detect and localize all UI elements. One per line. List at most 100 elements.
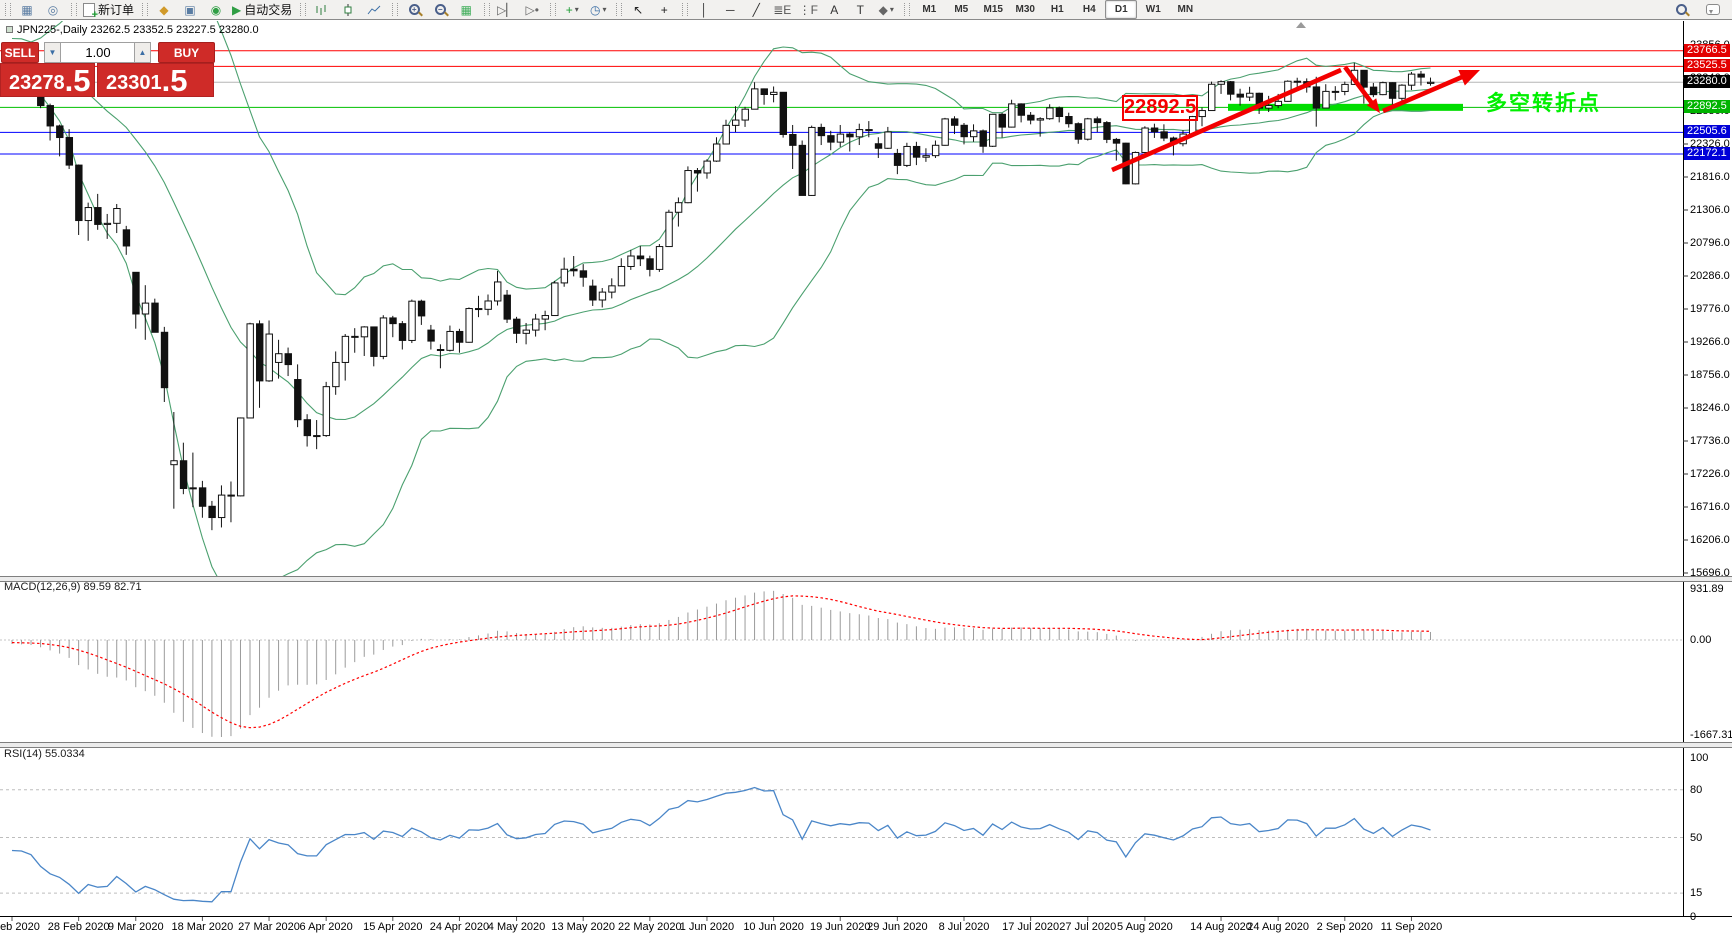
chat-bubble-icon	[1706, 4, 1720, 15]
toolbar-group-handle[interactable]	[904, 3, 911, 16]
toolbar-group-handle[interactable]	[142, 3, 149, 16]
volume-increase-button[interactable]: ▲	[134, 42, 151, 63]
zoom-out-button[interactable]: −	[427, 0, 453, 19]
candles-layer	[8, 62, 1435, 531]
date-label: 5 Aug 2020	[1117, 921, 1173, 933]
chart-bullet-icon	[6, 26, 13, 33]
new-order-doc-icon	[83, 2, 98, 21]
new-order-button[interactable]: 新订单	[80, 0, 137, 21]
autotrading-button[interactable]: ▶ 自动交易	[229, 0, 295, 19]
toolbar-group-handle[interactable]	[550, 3, 557, 16]
trend-arrow-3	[1382, 74, 1463, 114]
toolbar-group-handle[interactable]	[616, 3, 623, 16]
sell-price-tile[interactable]: 23278 .5	[0, 63, 95, 97]
chart-shift-button[interactable]: ▷▏	[493, 0, 519, 19]
buy-button[interactable]: BUY	[158, 42, 215, 63]
timeframe-m15-button[interactable]: M15	[983, 4, 1003, 15]
buy-price-main: 23301	[106, 72, 162, 94]
crosshair-button[interactable]: +	[651, 0, 677, 19]
chart-search-icon[interactable]: ◎	[40, 0, 66, 19]
main-chart-layer	[0, 21, 1683, 576]
line-chart-icon	[367, 5, 381, 14]
zoom-in-button[interactable]: +	[401, 0, 427, 19]
toolbar-group-handle[interactable]	[71, 3, 77, 16]
zoom-in-icon: +	[408, 4, 420, 15]
vertical-line-button[interactable]: │	[691, 0, 717, 19]
rsi-axis-0: 0	[1690, 911, 1697, 923]
sell-price-main: 23278	[9, 72, 65, 94]
shapes-button[interactable]: ◆ ▾	[873, 0, 899, 19]
shapes-icon: ◆	[878, 2, 888, 17]
timeframe-mn-button[interactable]: MN	[1177, 4, 1194, 15]
timeframe-w1-button[interactable]: W1	[1145, 4, 1161, 15]
turning-point-label[interactable]: 多空转折点	[1486, 92, 1601, 115]
trend-arrow-head-3	[1458, 70, 1480, 86]
toolbar-group-handle[interactable]	[682, 3, 689, 16]
timeframe-h1-button[interactable]: H1	[1050, 4, 1064, 15]
timeframe-h4-button[interactable]: H4	[1082, 4, 1096, 15]
buy-price-tile[interactable]: 23301 .5	[97, 63, 214, 97]
toolbar-group-handle[interactable]	[484, 3, 491, 16]
macd-panel-separator[interactable]	[0, 576, 1732, 582]
trend-arrow-2	[1343, 65, 1376, 108]
expert-advisor-icon[interactable]: ▣	[177, 0, 203, 19]
date-label: 19 Jun 2020	[809, 921, 871, 933]
gold-seal-icon[interactable]: ◆	[151, 0, 177, 19]
trend-arrow-1	[1111, 67, 1342, 173]
volume-input[interactable]: 1.00	[60, 42, 136, 63]
text-button[interactable]: A	[821, 0, 847, 19]
timeframe-m5-button[interactable]: M5	[954, 4, 969, 15]
toolbar-group-handle[interactable]	[300, 3, 307, 16]
macd-axis--1667.31: -1667.31	[1690, 729, 1732, 741]
search-button[interactable]	[1668, 0, 1694, 19]
rsi-name: RSI(14)	[4, 748, 42, 760]
sell-button[interactable]: SELL	[1, 42, 39, 63]
fibonacci-button[interactable]: ≣E	[769, 0, 795, 19]
vertical-line-icon: │	[700, 2, 709, 17]
scroll-marker	[1296, 22, 1306, 28]
price-tag-23525.5: 23525.5	[1684, 59, 1730, 73]
date-label: 11 Sep 2020	[1380, 921, 1443, 933]
toolbar-group-handle[interactable]	[5, 3, 11, 16]
tile-windows-icon: ▦	[460, 2, 472, 17]
chat-button[interactable]	[1700, 0, 1726, 19]
cursor-button[interactable]: ↖	[625, 0, 651, 19]
date-label: 27 Mar 2020	[238, 921, 300, 933]
period-button[interactable]: ◷ ▾	[585, 0, 611, 19]
rsi-panel-separator[interactable]	[0, 742, 1732, 748]
fibo-channel-button[interactable]: ⋮F	[795, 0, 821, 19]
macd-layer	[0, 590, 1683, 737]
candles-chart-button[interactable]	[335, 0, 361, 19]
price-tick-21306.0: 21306.0	[1690, 204, 1730, 216]
horizontal-line-button[interactable]: ─	[717, 0, 743, 19]
date-label: 24 Apr 2020	[429, 921, 490, 933]
crosshair-icon: +	[660, 2, 668, 17]
new-order-button-label: 新订单	[98, 3, 135, 17]
trendline-button[interactable]: ╱	[743, 0, 769, 19]
price-tag-23766.5: 23766.5	[1684, 43, 1730, 57]
rsi-indicator-label: RSI(14) 55.0334	[4, 748, 85, 760]
fibonacci-icon: ≣E	[773, 2, 792, 17]
expert-advisor-icon-icon: ▣	[184, 2, 196, 17]
auto-scroll-button[interactable]: ▷•	[519, 0, 545, 19]
line-chart-button[interactable]	[361, 0, 387, 19]
bars-chart-button[interactable]	[309, 0, 335, 19]
period-icon: ◷	[590, 2, 601, 17]
chart-window-icon[interactable]: ▦	[14, 0, 40, 19]
price-annotation-box[interactable]: 22892.5	[1122, 95, 1198, 121]
chevron-down-icon: ▾	[889, 5, 894, 14]
signals-icon[interactable]: ◉	[203, 0, 229, 19]
price-tick-20796.0: 20796.0	[1690, 237, 1730, 249]
timeframe-d1-button[interactable]: D1	[1105, 0, 1138, 19]
toolbar-group-handle[interactable]	[392, 3, 399, 16]
add-indicator-button[interactable]: + ▾	[559, 0, 585, 19]
date-label: 13 May 2020	[551, 921, 615, 933]
timeframe-m30-button[interactable]: M30	[1015, 4, 1035, 15]
volume-decrease-button[interactable]: ▼	[44, 42, 61, 63]
timeframe-m1-button[interactable]: M1	[922, 4, 937, 15]
price-tick-19776.0: 19776.0	[1690, 303, 1730, 315]
price-tick-16206.0: 16206.0	[1690, 534, 1730, 546]
text-label-button[interactable]: T	[847, 0, 873, 19]
tile-windows-button[interactable]: ▦	[453, 0, 479, 19]
